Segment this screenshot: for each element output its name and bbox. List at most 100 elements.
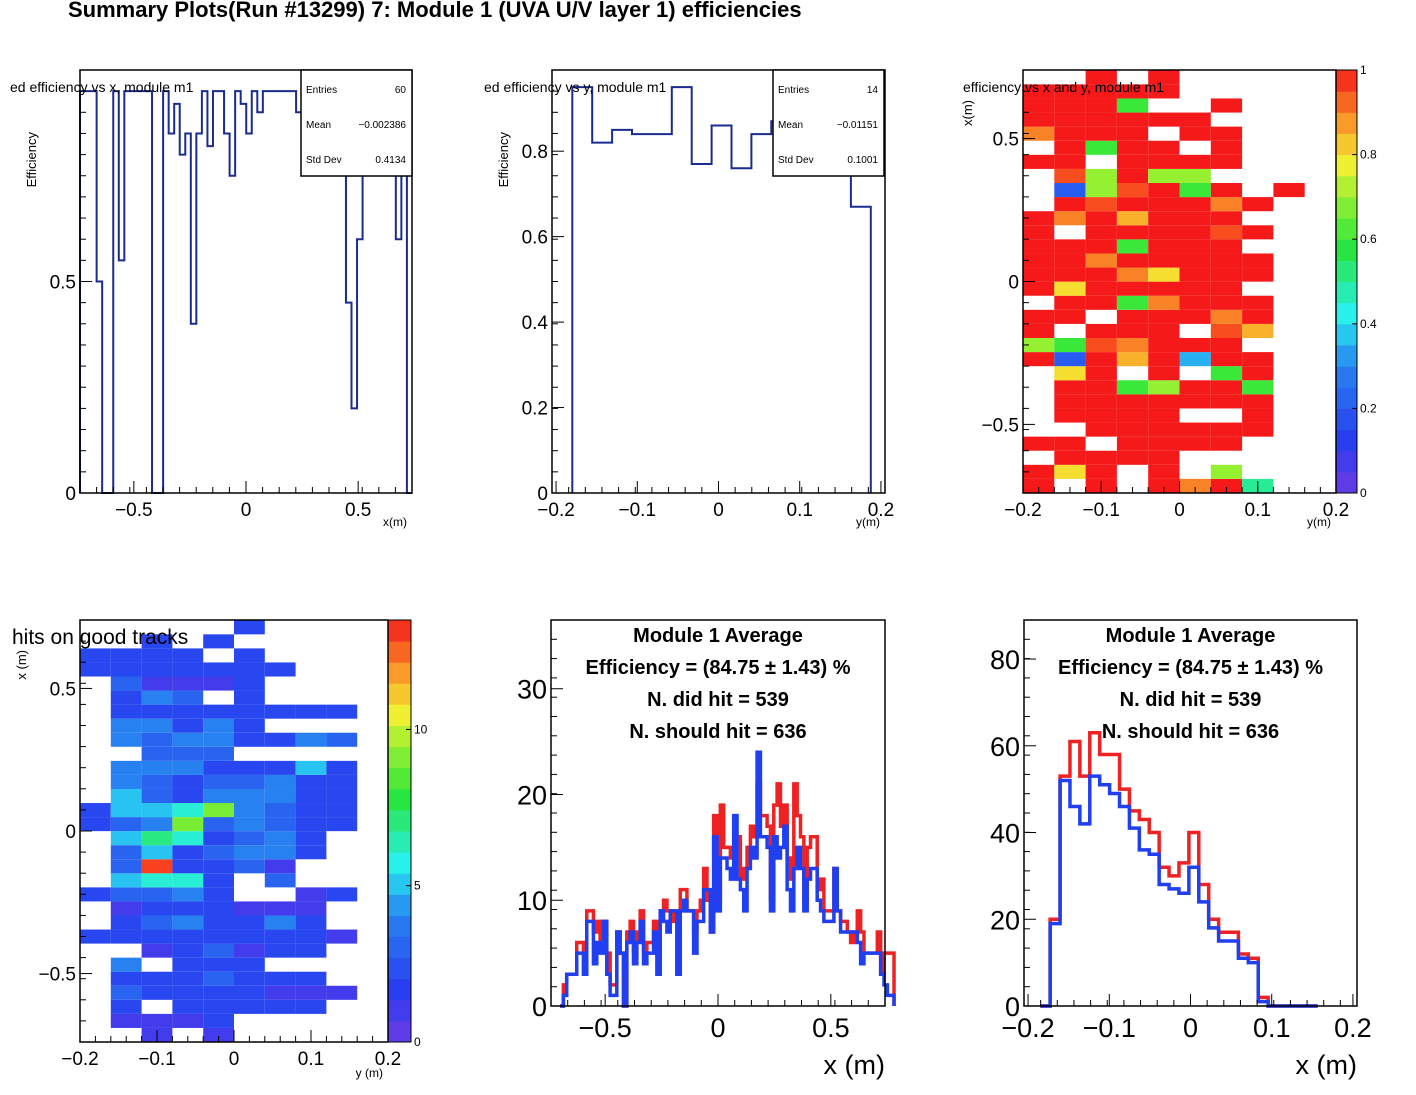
chart2-stats-value-2: 0.1001 (847, 155, 878, 166)
chart3-cell-r12-c1 (1054, 309, 1086, 324)
chart3-colorbar-segment-18 (1336, 91, 1357, 113)
chart4-cell-r26-c6 (264, 662, 296, 677)
chart3-cell-r18-c7 (1242, 225, 1274, 240)
chart3-colorbar-segment-2 (1336, 429, 1357, 452)
chart4-cell-r17-c6 (264, 788, 296, 804)
chart2-stats-value-0: 14 (867, 85, 879, 96)
chart3-cell-r25-c1 (1054, 126, 1086, 141)
chart3-cell-r20-c6 (1210, 197, 1243, 212)
chart3-cell-r9-c1 (1054, 352, 1086, 367)
chart3-cell-r3-c4 (1148, 436, 1180, 451)
chart4-cell-r7-c6 (264, 929, 296, 944)
chart3-cell-r2-c2 (1085, 450, 1117, 465)
chart4-cell-r2-c3 (172, 999, 204, 1014)
chart3-colorbar-segment-17 (1336, 112, 1357, 134)
chart3-cell-r6-c6 (1210, 394, 1243, 409)
chart4-cell-r3-c1 (110, 985, 142, 1000)
chart3-cell-r14-c0 (1023, 281, 1055, 296)
chart4-cell-r7-c1 (110, 929, 142, 944)
chart4-cell-r11-c3 (172, 873, 204, 888)
chart3-colorbar-segment-1 (1336, 450, 1357, 473)
chart4-cell-r9-c4 (203, 901, 234, 916)
chart3-colorbar-segment-14 (1336, 175, 1357, 198)
chart4-cell-r13-c2 (141, 845, 173, 860)
chart4-cell-r4-c6 (264, 971, 296, 986)
chart4-cell-r9-c6 (264, 901, 296, 916)
chart3-cell-r23-c5 (1179, 154, 1211, 169)
chart4-cell-r23-c6 (264, 704, 296, 719)
chart4-cell-r14-c3 (172, 831, 204, 846)
chart3-cell-r28-c3 (1116, 84, 1149, 99)
chart3-cell-r23-c0 (1023, 154, 1055, 169)
chart4-cell-r11-c4 (203, 873, 234, 888)
chart2-stats-key-1: Mean (778, 120, 803, 131)
chart4-cell-r7-c2 (141, 929, 173, 944)
chart4-cell-r14-c1 (110, 831, 142, 846)
chart3-cell-r12-c0 (1023, 309, 1055, 324)
chart3-cell-r17-c5 (1179, 239, 1211, 254)
chart4-cell-r14-c4 (203, 831, 234, 846)
chart4-cell-r18-c4 (203, 774, 234, 789)
chart3-cell-r25-c0 (1023, 126, 1055, 141)
chart3-cell-r26-c2 (1085, 112, 1117, 127)
chart4-ytick-label-0: −0.5 (38, 965, 76, 986)
chart4-cell-r13-c1 (110, 845, 142, 860)
chart3-cell-r17-c2 (1085, 239, 1117, 254)
chart2-ytick-label-4: 0.8 (522, 142, 548, 163)
chart3-cell-r12-c5 (1179, 309, 1211, 324)
chart4-cell-r23-c3 (172, 704, 204, 719)
chart4-cell-r27-c3 (172, 648, 204, 663)
chart4-cell-r15-c4 (203, 817, 234, 832)
chart3-cell-r21-c6 (1210, 183, 1243, 198)
chart3-xlabel: y(m) (1307, 515, 1331, 529)
chart3-cell-r17-c0 (1023, 239, 1055, 254)
chart3-cell-r4-c4 (1148, 422, 1180, 437)
chart4-cell-r1-c4 (203, 1013, 234, 1028)
chart4-colorbar-segment-7 (388, 873, 411, 895)
chart5-xlabel: x (m) (824, 1050, 885, 1080)
chart4-cell-r8-c7 (295, 915, 327, 930)
chart3-xtick-label-2: 0 (1174, 500, 1185, 521)
chart3-cell-r9-c2 (1085, 352, 1117, 367)
chart4-cell-r18-c5 (234, 774, 265, 789)
chart4-cell-r27-c5 (234, 648, 265, 663)
chart3-cell-r7-c1 (1054, 380, 1086, 395)
chart3-cell-r18-c2 (1085, 225, 1117, 240)
chart4-cell-r16-c1 (110, 803, 142, 818)
chart3-cell-r29-c4 (1148, 70, 1180, 85)
chart4-cell-r10-c1 (110, 887, 142, 902)
chart3-cell-r2-c4 (1148, 450, 1180, 465)
chart3-cell-r6-c7 (1242, 394, 1274, 409)
chart3-cell-r6-c4 (1148, 394, 1180, 409)
chart3-cell-r8-c2 (1085, 366, 1117, 381)
chart4-colorbar-segment-15 (388, 704, 411, 726)
chart4-xtick-label-4: 0.2 (375, 1049, 401, 1070)
chart3-cell-r4-c6 (1210, 422, 1243, 437)
chart3-cell-r7-c5 (1179, 380, 1211, 395)
chart3-cell-r25-c2 (1085, 126, 1117, 141)
chart3-cell-r8-c1 (1054, 366, 1086, 381)
chart3-cell-r13-c1 (1054, 295, 1086, 310)
chart4-colorbar-segment-6 (388, 894, 411, 916)
chart3-cell-r10-c0 (1023, 338, 1055, 353)
chart1-stats-value-0: 60 (395, 85, 407, 96)
chart4-cell-r9-c3 (172, 901, 204, 916)
chart4-cell-r7-c0 (80, 929, 111, 944)
chart4-colorbar-segment-16 (388, 683, 411, 705)
chart4-cell-r22-c3 (172, 718, 204, 733)
chart4-cell-r11-c2 (141, 873, 173, 888)
chart3-cell-r14-c4 (1148, 281, 1180, 296)
chart5-annotation-0: Efficiency = (84.75 ± 1.43) % (586, 657, 851, 679)
chart3-cell-r2-c1 (1054, 450, 1086, 465)
chart4-cell-r6-c5 (234, 943, 265, 958)
chart3-cell-r3-c6 (1210, 436, 1243, 451)
chart4-cell-r10-c4 (203, 887, 234, 902)
chart3-cell-r6-c1 (1054, 394, 1086, 409)
chart3-cell-r28-c4 (1148, 84, 1180, 99)
chart3-colorbar-segment-11 (1336, 239, 1357, 261)
chart1-ylabel: Efficiency (24, 132, 39, 188)
chart5-annotation-1: N. did hit = 539 (647, 689, 789, 711)
chart4-cell-r23-c5 (234, 704, 265, 719)
chart4-cell-r2-c1 (110, 999, 142, 1014)
chart5-xtick-label-0: −0.5 (579, 1013, 632, 1043)
